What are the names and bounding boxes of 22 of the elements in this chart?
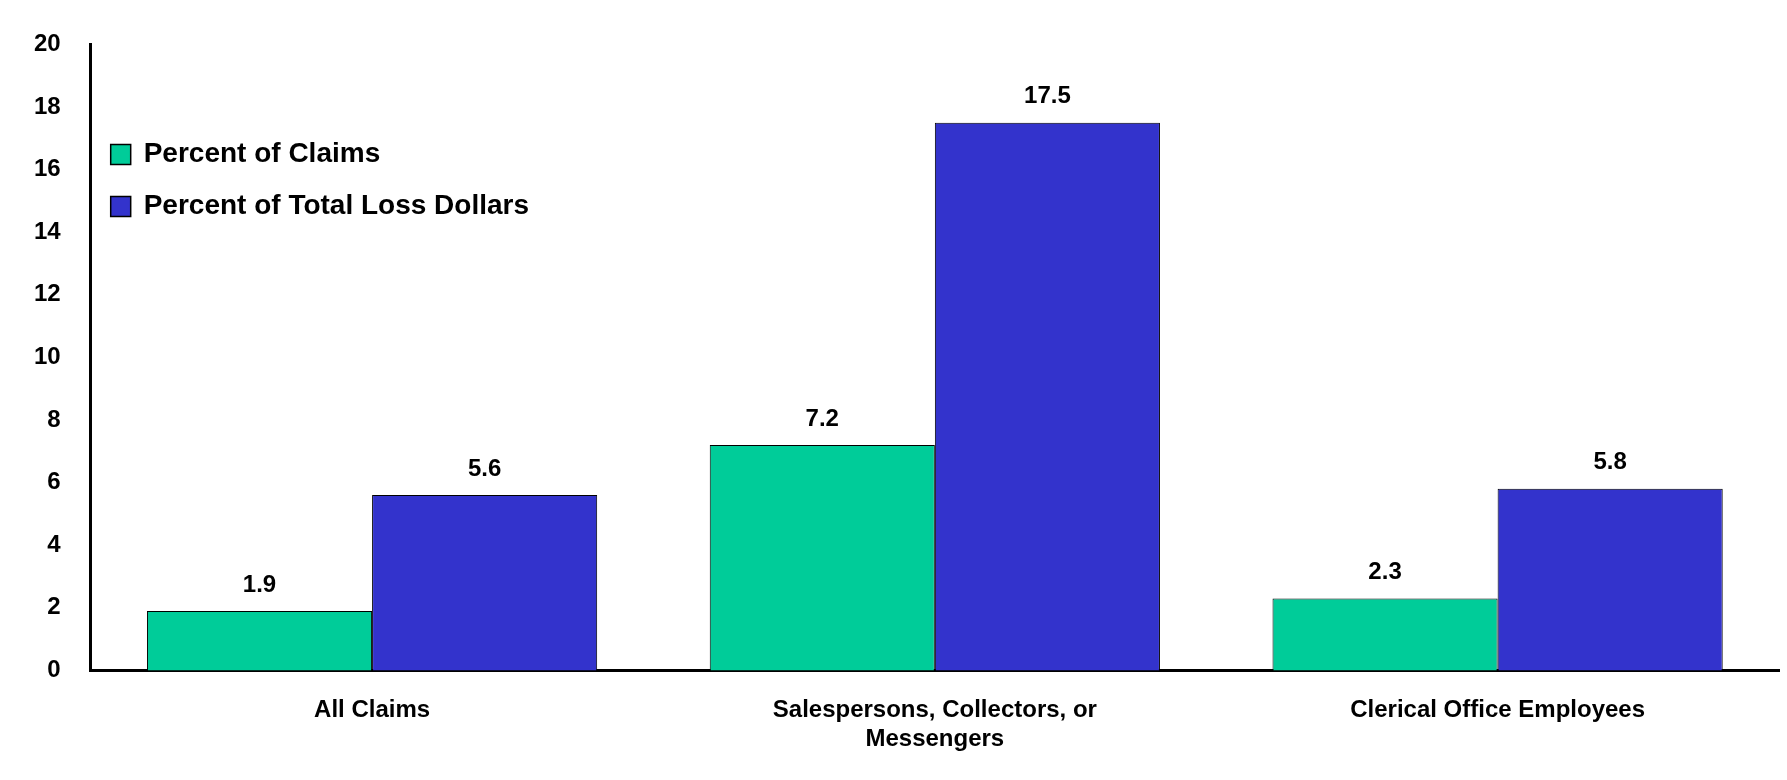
- y-tick-label: 4: [47, 529, 62, 557]
- y-tick-label: 14: [33, 216, 62, 244]
- y-tick-label: 6: [47, 467, 61, 495]
- y-tick-label: 12: [33, 279, 61, 307]
- legend-label: Percent of Claims: [143, 137, 381, 169]
- y-tick-label: 20: [33, 29, 61, 57]
- y-tick-label: 10: [33, 342, 61, 370]
- data-label: 1.9: [242, 569, 277, 597]
- legend-label: Percent of Total Loss Dollars: [143, 189, 530, 221]
- y-tick-label: 2: [47, 592, 61, 620]
- data-label: 5.6: [467, 453, 502, 481]
- y-tick-label: 8: [47, 404, 61, 432]
- x-tick-label: All Claims: [314, 695, 431, 723]
- x-tick-label: Salespersons, Collectors, or Messengers: [772, 695, 1097, 752]
- data-label: 17.5: [1024, 81, 1071, 109]
- x-tick-label: Clerical Office Employees: [1350, 695, 1646, 723]
- data-label: 7.2: [805, 403, 839, 431]
- y-tick-label: 18: [33, 91, 61, 119]
- data-label: 2.3: [1368, 557, 1402, 585]
- data-label: 5.8: [1593, 447, 1627, 475]
- y-tick-label: 16: [33, 154, 61, 182]
- y-tick-label: 0: [47, 655, 61, 683]
